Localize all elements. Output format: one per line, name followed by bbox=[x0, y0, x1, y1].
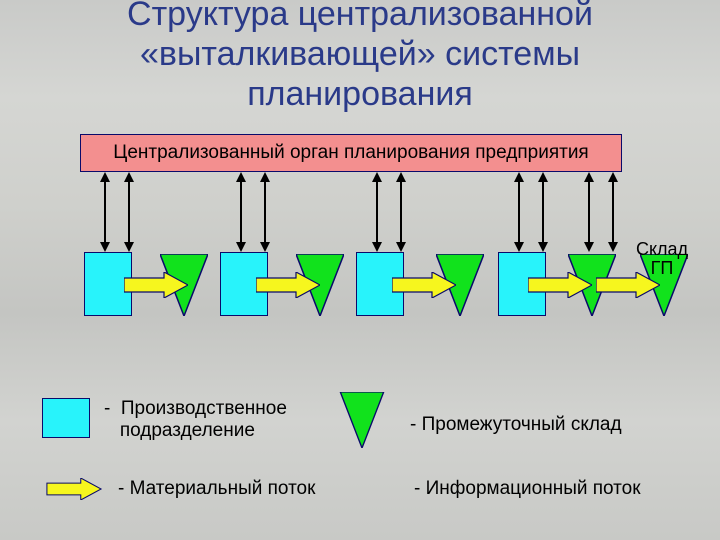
info-arrow-3a bbox=[370, 172, 384, 252]
info-arrow-2b bbox=[258, 172, 272, 252]
legend-node-icon bbox=[42, 398, 90, 438]
info-arrow-1b bbox=[122, 172, 136, 252]
sklad-line2: ГП bbox=[651, 258, 674, 278]
info-arrow-5b bbox=[606, 172, 620, 252]
legend-info-label: - Информационный поток bbox=[414, 478, 641, 500]
legend-arrow-icon bbox=[42, 478, 106, 500]
info-arrow-1a bbox=[98, 172, 112, 252]
material-arrow-2 bbox=[256, 272, 320, 298]
legend-triangle-label: - Промежуточный склад bbox=[410, 414, 622, 436]
material-arrow-3 bbox=[392, 272, 456, 298]
info-arrow-5a bbox=[582, 172, 596, 252]
page-title: Структура централизованной «выталкивающе… bbox=[0, 0, 720, 114]
info-arrow-3b bbox=[394, 172, 408, 252]
legend-node-label: - Производственное подразделение bbox=[104, 398, 287, 442]
central-planning-label: Централизованный орган планирования пред… bbox=[113, 142, 588, 164]
material-arrow-1 bbox=[124, 272, 188, 298]
title-line2: «выталкивающей» системы bbox=[140, 35, 580, 73]
legend-arrow-label: - Материальный поток bbox=[118, 478, 315, 500]
material-arrow-4 bbox=[528, 272, 592, 298]
title-line1: Структура централизованной bbox=[127, 0, 593, 33]
title-line3: планирования bbox=[247, 75, 473, 113]
info-arrow-4b bbox=[536, 172, 550, 252]
info-arrow-2a bbox=[234, 172, 248, 252]
diagram-stage: Структура централизованной «выталкивающе… bbox=[0, 0, 720, 540]
central-planning-box: Централизованный орган планирования пред… bbox=[80, 134, 622, 172]
sklad-gp-label: Склад ГП bbox=[622, 240, 702, 278]
info-arrow-4a bbox=[512, 172, 526, 252]
sklad-line1: Склад bbox=[636, 239, 688, 259]
legend-triangle-icon bbox=[338, 392, 386, 448]
